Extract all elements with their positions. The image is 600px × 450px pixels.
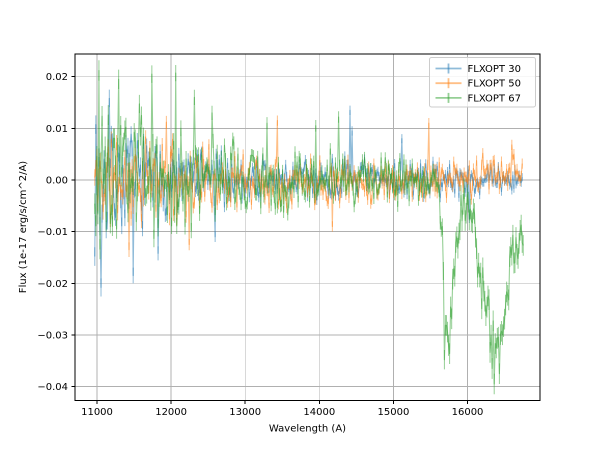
x-axis-label: Wavelength (A) (269, 424, 346, 435)
axes-frame: 11000 12000 13000 14000 15000 16000 0.02 0.01 0.… (37, 53, 541, 418)
x-tick-label: 16000 (452, 407, 484, 418)
series-flxopt-67 (94, 60, 524, 395)
y-axis-label: Flux (1e-17 erg/s/cm^2/A) (18, 161, 29, 293)
errorbar-handle-icon (435, 78, 462, 89)
x-tick-label: 12000 (155, 407, 187, 418)
legend-item-flxopt-30: FLXOPT 30 (435, 63, 521, 75)
errorbar-handle-icon (435, 92, 462, 103)
legend-label: FLXOPT 30 (468, 64, 521, 75)
x-tick-label: 13000 (229, 407, 261, 418)
legend-label: FLXOPT 67 (468, 93, 521, 104)
gridlines (75, 54, 540, 401)
data-series (94, 60, 524, 395)
y-tick-label: −0.04 (37, 382, 68, 393)
x-tick-label: 15000 (378, 407, 410, 418)
y-tick-label: −0.01 (37, 227, 68, 238)
y-tick-label: −0.03 (37, 330, 68, 341)
legend-label: FLXOPT 50 (468, 79, 521, 90)
x-tick-label: 14000 (303, 407, 335, 418)
errorbar-handle-icon (435, 63, 462, 74)
legend-item-flxopt-50: FLXOPT 50 (435, 78, 521, 90)
y-tick-label: 0.02 (46, 72, 68, 83)
legend-item-flxopt-67: FLXOPT 67 (435, 92, 521, 104)
x-tick-label: 11000 (81, 407, 113, 418)
y-tick-label: 0.00 (46, 176, 68, 187)
y-tick-label: −0.02 (37, 279, 68, 290)
legend: FLXOPT 30 FLXOPT 50 FLXOPT 67 (429, 57, 536, 108)
y-tick-label: 0.01 (46, 124, 68, 135)
